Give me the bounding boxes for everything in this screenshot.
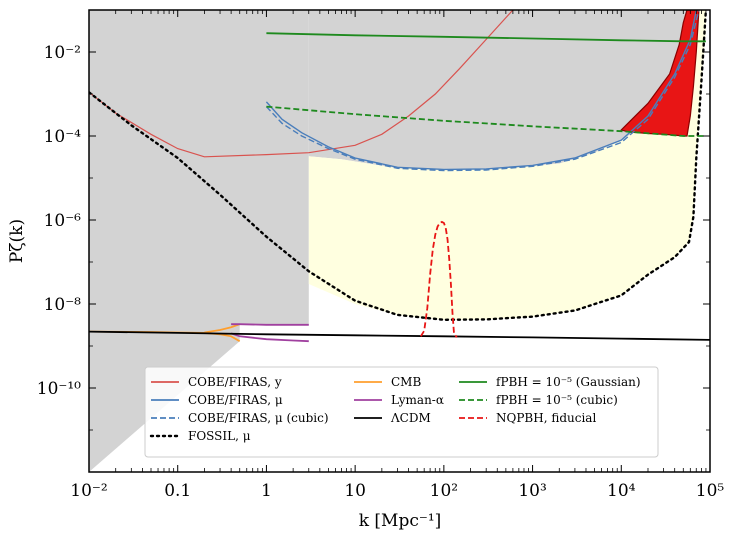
x-tick-label: 1: [261, 481, 272, 501]
x-tick-label: 10⁴: [607, 481, 636, 501]
series-line-lyman-lower: [230, 332, 309, 343]
legend-entry-nqpbh-fiducial: NQPBH, fiducial: [459, 411, 596, 425]
y-tick-label: 10⁻⁴: [44, 127, 82, 147]
x-tick-label: 10³: [518, 481, 546, 501]
legend-label: fPBH = 10⁻⁵ (cubic): [496, 393, 618, 407]
series-line-cobe-firas-cubic: [265, 10, 700, 172]
region-fossil-band: [308, 10, 706, 320]
legend-box: [144, 366, 659, 458]
legend: COBE/FIRAS, y COBE/FIRAS, μ COBE/FIRAS, μ …: [144, 366, 659, 458]
legend-entry-cobe-firas: COBE/FIRAS, μ: [151, 393, 283, 407]
series-line-cdm: [89, 330, 710, 341]
shaded-regions: [89, 10, 706, 472]
series-line-lyman: [231, 323, 309, 326]
legend-entry-cdm: ΛCDM: [354, 411, 431, 425]
legend-label: COBE/FIRAS, μ: [188, 393, 283, 407]
series-line-nqpbh-fiducial: [420, 220, 458, 338]
series-line-cmb-upper: [204, 323, 240, 334]
data-series: [89, 10, 710, 343]
legend-label: NQPBH, fiducial: [496, 411, 596, 425]
y-tick-label: 10⁻¹⁰: [37, 379, 81, 399]
legend-entry-cmb: CMB: [354, 375, 421, 389]
legend-label: CMB: [391, 375, 421, 389]
legend-entry-fpbh-10-gaussian: fPBH = 10⁻⁵ (Gaussian): [459, 375, 641, 389]
series-line-fpbh-10-gaussian: [266, 32, 706, 43]
y-tick-label: 10⁻²: [44, 43, 81, 63]
series-line-fossil: [89, 10, 708, 322]
axis-ticks: 10⁻² 0.1 1 10 10² 10³ 10⁴ 10⁵ 10⁻² 10⁻⁴ 10⁻⁶ 10⁻⁸ 10…: [37, 9, 725, 501]
legend-entry-cobe-firas-cubic: COBE/FIRAS, μ (cubic): [151, 411, 329, 425]
legend-entry-lyman: Lyman-α: [354, 393, 444, 407]
plot-frame: [88, 9, 711, 473]
x-tick-label: 10: [344, 481, 366, 501]
legend-entry-fpbh-10-cubic: fPBH = 10⁻⁵ (cubic): [459, 393, 618, 407]
legend-entry-fossil: FOSSIL, μ: [149, 429, 251, 443]
y-tick-label: 10⁻⁸: [44, 295, 82, 315]
x-tick-label: 10⁻²: [70, 481, 107, 501]
legend-entry-cobe-firas-y: COBE/FIRAS, y: [151, 375, 282, 389]
region-excluded: [89, 10, 309, 472]
x-axis-label: k [Mpc⁻¹]: [359, 511, 442, 531]
legend-label: FOSSIL, μ: [188, 429, 251, 443]
y-tick-label: 10⁻⁶: [44, 211, 82, 231]
x-tick-label: 10²: [430, 481, 458, 501]
legend-label: COBE/FIRAS, y: [188, 375, 282, 389]
legend-label: fPBH = 10⁻⁵ (Gaussian): [496, 375, 641, 389]
x-tick-label: 0.1: [164, 481, 191, 501]
legend-label: COBE/FIRAS, μ (cubic): [188, 411, 329, 425]
series-line-fpbh-10-cubic: [266, 105, 706, 137]
y-axis-label: Pζ(k): [7, 219, 27, 263]
legend-label: ΛCDM: [390, 411, 431, 425]
series-line-cobe-firas: [265, 10, 697, 171]
x-tick-label: 10⁵: [696, 481, 725, 501]
legend-label: Lyman-α: [391, 393, 444, 407]
